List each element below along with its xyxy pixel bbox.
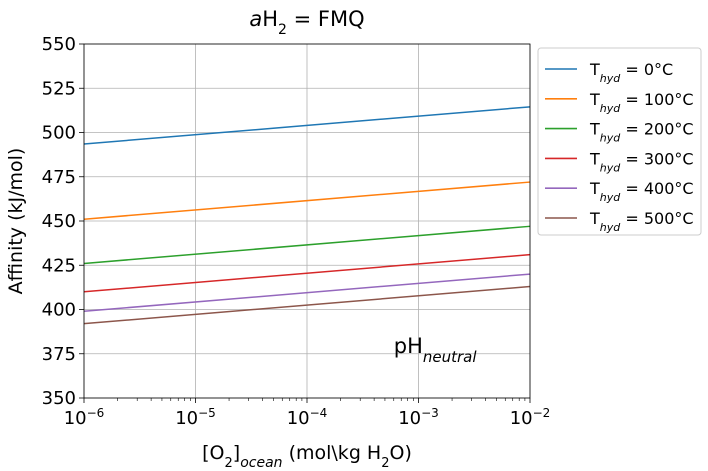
legend-label-4: Thyd = 400°C	[589, 179, 694, 204]
x-tick-label-2: 10−4	[287, 406, 328, 429]
y-tick-label-4: 450	[42, 211, 76, 232]
annotation-ph: pHneutral	[394, 334, 478, 366]
y-axis-label: Affinity (kJ/mol)	[5, 148, 27, 295]
legend-label-5: Thyd = 500°C	[589, 209, 694, 234]
series-line-0	[83, 106, 531, 145]
legend-label-2: Thyd = 200°C	[589, 120, 694, 145]
y-tick-label-8: 550	[42, 34, 76, 55]
series-line-5	[83, 285, 531, 325]
chart-title: aH2 = FMQ	[249, 7, 364, 38]
series-line-2	[83, 225, 531, 265]
series-line-3	[83, 253, 531, 293]
series-line-4	[83, 273, 531, 313]
y-tick-label-5: 475	[42, 167, 76, 188]
legend: Thyd = 0°C Thyd = 100°C Thyd = 200°C Thyd =…	[537, 47, 702, 236]
x-tick-label-1: 10−5	[175, 406, 216, 429]
legend-label-3: Thyd = 300°C	[589, 149, 694, 174]
x-tick-label-3: 10−3	[398, 406, 439, 429]
x-axis-label: [O2]ocean (mol\kg H2O)	[202, 442, 412, 471]
x-tick-label-0: 10−6	[64, 406, 105, 429]
legend-label-1: Thyd = 100°C	[589, 90, 694, 115]
y-tick-label-1: 375	[42, 344, 76, 365]
y-tick-label-0: 350	[42, 388, 76, 409]
y-tick-label-3: 425	[42, 255, 76, 276]
x-tick-label-4: 10−2	[510, 406, 551, 429]
y-tick-label-2: 400	[42, 300, 76, 321]
y-tick-label-7: 525	[42, 78, 76, 99]
series-line-1	[83, 181, 531, 220]
legend-box	[537, 47, 702, 236]
y-tick-label-6: 500	[42, 123, 76, 144]
legend-label-0: Thyd = 0°C	[589, 60, 673, 85]
